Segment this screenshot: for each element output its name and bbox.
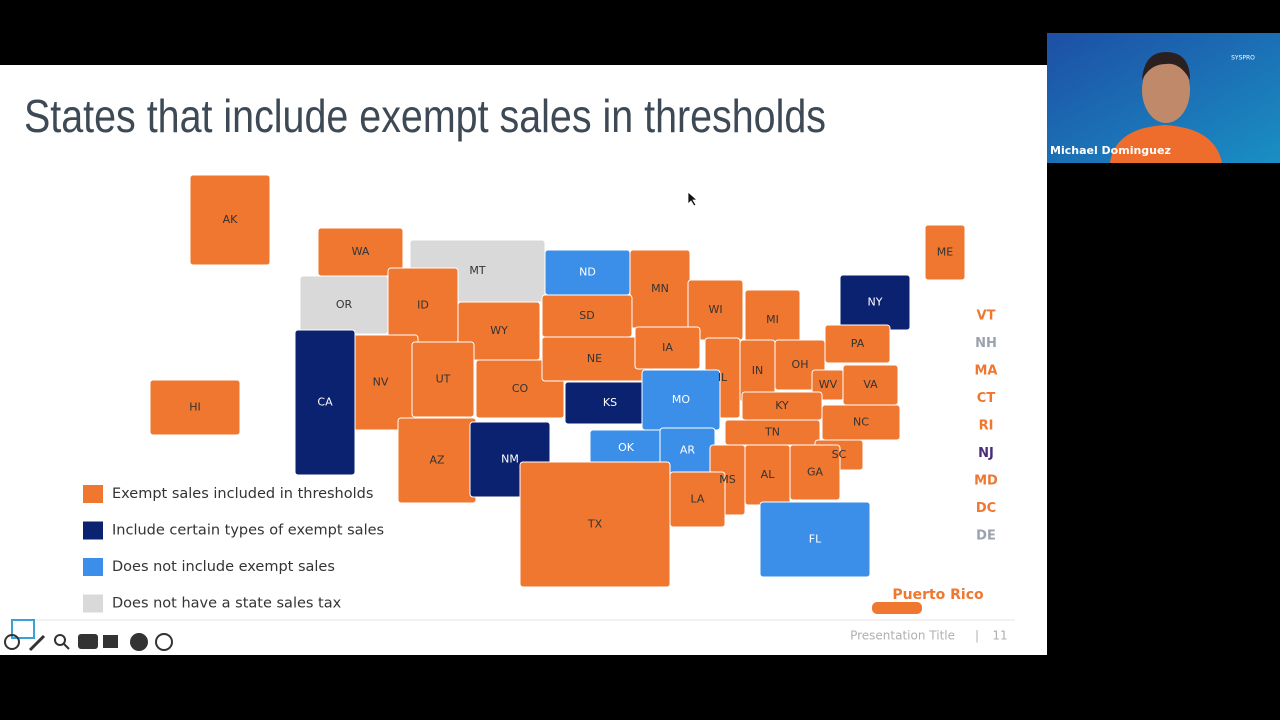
state-label: AL xyxy=(761,468,776,481)
state-label: SC xyxy=(832,448,847,461)
state-label: FL xyxy=(809,533,822,546)
state-label: KY xyxy=(775,399,789,412)
state-label: WA xyxy=(352,245,370,258)
state-label: MS xyxy=(719,473,735,486)
state-label: MO xyxy=(672,393,690,406)
state-label: PA xyxy=(851,337,865,350)
state-label: NC xyxy=(853,416,869,429)
state-label: TN xyxy=(764,426,780,439)
legend-label: Include certain types of exempt sales xyxy=(112,523,384,539)
legend-swatch xyxy=(83,521,103,540)
legend-label: Does not have a state sales tax xyxy=(112,596,342,612)
state-label: MT xyxy=(469,264,485,277)
state-label: IL xyxy=(718,371,728,384)
state-label: SD xyxy=(579,309,594,322)
state-label: AR xyxy=(680,444,696,457)
state-label: ME xyxy=(937,246,953,259)
zoom-handle xyxy=(63,643,70,650)
state-label: WY xyxy=(490,324,508,337)
state-label: CA xyxy=(317,396,333,409)
zoom-button[interactable] xyxy=(54,634,66,646)
state-label: CO xyxy=(512,382,529,395)
state-label: AZ xyxy=(429,454,445,467)
side-labels: VT NH MA CT RI NJ MD DC DE xyxy=(974,309,998,544)
more-button[interactable] xyxy=(130,633,148,651)
state xyxy=(411,341,475,418)
next-button[interactable] xyxy=(155,633,173,651)
camera-button[interactable] xyxy=(103,635,118,648)
legend-swatch xyxy=(83,485,103,503)
state-label: OK xyxy=(618,441,635,454)
legend-label: Exempt sales included in thresholds xyxy=(112,486,373,502)
back-button[interactable] xyxy=(4,634,20,650)
legend: Exempt sales included in thresholds Inclu… xyxy=(83,485,384,613)
side-label: RI xyxy=(979,419,994,434)
footer-title: Presentation Title xyxy=(850,629,955,643)
state-label: KS xyxy=(603,396,617,409)
state-label: VA xyxy=(863,378,878,391)
webcam-logo: SYSPRO xyxy=(1231,55,1255,62)
slide-title: States that include exempt sales in thre… xyxy=(24,90,826,142)
side-label: MA xyxy=(975,364,998,379)
legend-swatch xyxy=(83,558,103,576)
cc-button[interactable] xyxy=(78,634,98,649)
territory-shape xyxy=(872,602,922,614)
side-label: DE xyxy=(976,529,996,544)
state-label: OR xyxy=(336,298,353,311)
state-label: OH xyxy=(792,358,809,371)
person-head xyxy=(1142,57,1190,123)
state-label: IA xyxy=(662,341,673,354)
state-label: WV xyxy=(819,378,838,391)
state-label: NM xyxy=(501,453,519,466)
state-label: UT xyxy=(436,373,451,386)
side-label: CT xyxy=(977,391,996,406)
state-label: WI xyxy=(708,303,722,316)
territory-label: Puerto Rico xyxy=(892,587,984,603)
state-label: NE xyxy=(587,352,602,365)
logo-icon xyxy=(11,619,35,639)
state-label: MN xyxy=(651,282,669,295)
page-number: 11 xyxy=(992,629,1007,643)
state xyxy=(189,174,271,266)
state xyxy=(759,501,871,578)
map: AK WA OR MT ND MN ID WY SD WI MI NY ME NV CA UT CO NE IA IL… xyxy=(149,174,984,614)
footer-separator: | xyxy=(975,629,979,643)
pen-button[interactable] xyxy=(28,634,46,652)
state-label: LA xyxy=(691,493,705,506)
state xyxy=(824,324,891,364)
person-hair xyxy=(1142,52,1190,80)
side-label: NJ xyxy=(978,446,994,461)
toolbar xyxy=(4,619,173,652)
side-label: MD xyxy=(974,474,998,489)
state-label: NV xyxy=(373,376,389,389)
state-label: ND xyxy=(579,266,596,279)
side-label: NH xyxy=(975,336,997,351)
side-label: VT xyxy=(977,309,996,324)
state-label: AK xyxy=(223,213,239,226)
state-label: NY xyxy=(868,296,883,309)
participant-name: Michael Dominguez xyxy=(1050,144,1171,157)
state xyxy=(149,379,241,436)
state-label: HI xyxy=(189,401,201,414)
state xyxy=(924,224,966,281)
legend-label: Does not include exempt sales xyxy=(112,559,335,575)
state-label: MI xyxy=(766,313,779,326)
side-label: DC xyxy=(976,501,996,516)
state xyxy=(634,326,701,370)
person-shirt xyxy=(1110,125,1222,163)
state-label: TX xyxy=(587,518,603,531)
state xyxy=(294,329,356,476)
state xyxy=(519,461,671,588)
state-label: IN xyxy=(752,364,763,377)
state-label: ID xyxy=(417,299,429,312)
cursor xyxy=(687,191,699,207)
state-label: GA xyxy=(807,466,824,479)
legend-swatch xyxy=(83,594,103,613)
